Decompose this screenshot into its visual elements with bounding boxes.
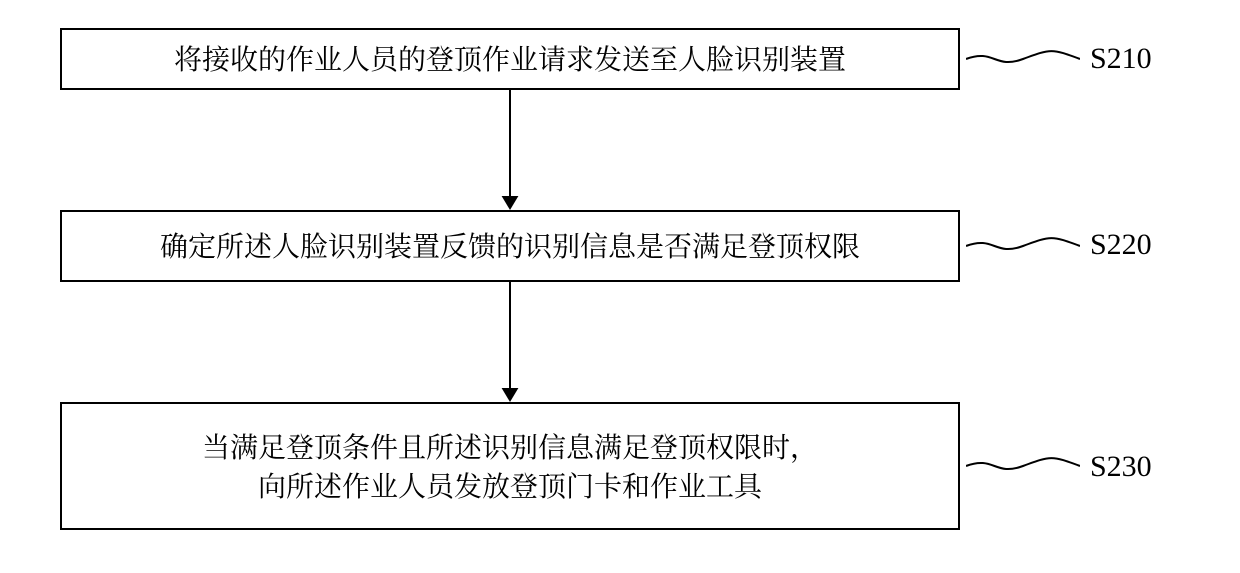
- flow-node-text: 确定所述人脸识别装置反馈的识别信息是否满足登顶权限: [160, 226, 860, 265]
- flow-node-text: 将接收的作业人员的登顶作业请求发送至人脸识别装置: [174, 39, 846, 78]
- step-label-n1: S210: [1090, 42, 1152, 76]
- flow-arrow-n2-n3: [490, 282, 530, 402]
- flow-node-n2: 确定所述人脸识别装置反馈的识别信息是否满足登顶权限: [60, 210, 960, 282]
- step-label-n2: S220: [1090, 228, 1152, 262]
- step-connector-n3: [966, 451, 1080, 481]
- flow-arrow-n1-n2: [490, 90, 530, 210]
- flowchart-canvas: 将接收的作业人员的登顶作业请求发送至人脸识别装置 S210 确定所述人脸识别装置反馈…: [0, 0, 1240, 573]
- step-connector-n2: [966, 231, 1080, 261]
- flow-node-text: 当满足登顶条件且所述识别信息满足登顶权限时， 向所述作业人员发放登顶门卡和作业工…: [202, 427, 818, 505]
- flow-node-n3: 当满足登顶条件且所述识别信息满足登顶权限时， 向所述作业人员发放登顶门卡和作业工…: [60, 402, 960, 530]
- flow-node-n1: 将接收的作业人员的登顶作业请求发送至人脸识别装置: [60, 28, 960, 90]
- step-connector-n1: [966, 44, 1080, 74]
- step-label-n3: S230: [1090, 450, 1152, 484]
